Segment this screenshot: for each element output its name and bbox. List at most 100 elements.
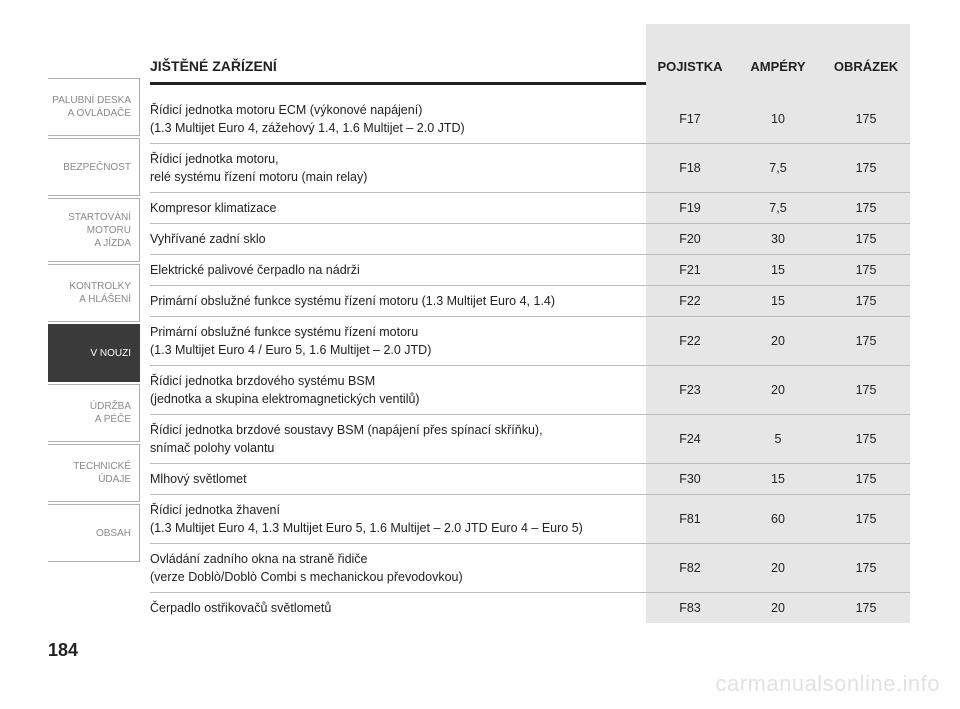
row-desc-line: Mlhový světlomet — [150, 470, 638, 488]
row-fuse: F83 — [646, 601, 734, 615]
row-amp: 20 — [734, 334, 822, 348]
row-fuse: F18 — [646, 161, 734, 175]
row-desc-line: relé systému řízení motoru (main relay) — [150, 168, 638, 186]
row-fuse: F20 — [646, 232, 734, 246]
row-desc-line: Primární obslužné funkce systému řízení … — [150, 323, 638, 341]
row-amp: 10 — [734, 112, 822, 126]
row-fig: 175 — [822, 512, 910, 526]
row-fig: 175 — [822, 334, 910, 348]
row-amp: 7,5 — [734, 201, 822, 215]
row-desc-line: (1.3 Multijet Euro 4, 1.3 Multijet Euro … — [150, 519, 638, 537]
fuse-table-wrap: JIŠTĚNÉ ZAŘÍZENÍ POJISTKA AMPÉRY OBRÁZEK… — [150, 58, 910, 623]
row-fig: 175 — [822, 601, 910, 615]
table-row: Řídicí jednotka brzdového systému BSM(je… — [150, 366, 910, 415]
section-tab-label: A OVLÁDAČE — [68, 107, 131, 120]
row-amp: 15 — [734, 294, 822, 308]
row-desc: Vyhřívané zadní sklo — [150, 230, 646, 248]
row-desc: Řídicí jednotka brzdové soustavy BSM (na… — [150, 421, 646, 457]
row-desc: Řídicí jednotka motoru ECM (výkonové nap… — [150, 101, 646, 137]
fuse-table-body: Řídicí jednotka motoru ECM (výkonové nap… — [150, 95, 910, 623]
section-tab-0[interactable]: PALUBNÍ DESKAA OVLÁDAČE — [48, 78, 140, 136]
row-desc-line: (1.3 Multijet Euro 4, zážehový 1.4, 1.6 … — [150, 119, 638, 137]
row-desc-line: (1.3 Multijet Euro 4 / Euro 5, 1.6 Multi… — [150, 341, 638, 359]
row-fig: 175 — [822, 263, 910, 277]
table-row: Vyhřívané zadní skloF2030175 — [150, 224, 910, 255]
section-tab-5[interactable]: ÚDRŽBAA PÉČE — [48, 384, 140, 442]
section-tab-6[interactable]: TECHNICKÉÚDAJE — [48, 444, 140, 502]
row-desc-line: (jednotka a skupina elektromagnetických … — [150, 390, 638, 408]
row-amp: 5 — [734, 432, 822, 446]
section-tab-label: BEZPEČNOST — [63, 161, 131, 174]
row-desc: Čerpadlo ostřikovačů světlometů — [150, 599, 646, 617]
row-fig: 175 — [822, 472, 910, 486]
section-tab-label: V NOUZI — [90, 347, 131, 360]
row-desc-line: Primární obslužné funkce systému řízení … — [150, 292, 638, 310]
row-amp: 15 — [734, 263, 822, 277]
row-fuse: F24 — [646, 432, 734, 446]
row-fig: 175 — [822, 383, 910, 397]
section-tab-1[interactable]: BEZPEČNOST — [48, 138, 140, 196]
section-tab-label: KONTROLKY — [69, 280, 131, 293]
row-desc: Řídicí jednotka motoru,relé systému říze… — [150, 150, 646, 186]
section-tab-label: A HLÁŠENÍ — [79, 293, 131, 306]
row-fuse: F21 — [646, 263, 734, 277]
row-fig: 175 — [822, 161, 910, 175]
row-amp: 20 — [734, 601, 822, 615]
row-amp: 15 — [734, 472, 822, 486]
row-amp: 60 — [734, 512, 822, 526]
section-tabs-sidebar: PALUBNÍ DESKAA OVLÁDAČE BEZPEČNOST STARTOV… — [48, 78, 140, 564]
section-tab-label: STARTOVÁNÍ — [68, 211, 131, 224]
row-desc: Ovládání zadního okna na straně řidiče(v… — [150, 550, 646, 586]
row-fuse: F22 — [646, 294, 734, 308]
section-tab-label: ÚDRŽBA — [90, 400, 131, 413]
section-tab-label: TECHNICKÉ — [73, 460, 131, 473]
row-fig: 175 — [822, 232, 910, 246]
section-tab-label: ÚDAJE — [98, 473, 131, 486]
row-fig: 175 — [822, 561, 910, 575]
row-desc-line: (verze Doblò/Doblò Combi s mechanickou p… — [150, 568, 638, 586]
table-row: Primární obslužné funkce systému řízení … — [150, 286, 910, 317]
row-desc-line: Kompresor klimatizace — [150, 199, 638, 217]
table-row: Čerpadlo ostřikovačů světlometů F8320175 — [150, 593, 910, 623]
row-desc-line: Čerpadlo ostřikovačů světlometů — [150, 599, 638, 617]
row-fig: 175 — [822, 201, 910, 215]
section-tab-label: MOTORU — [87, 224, 131, 237]
row-desc: Řídicí jednotka brzdového systému BSM(je… — [150, 372, 646, 408]
table-row: Primární obslužné funkce systému řízení … — [150, 317, 910, 366]
table-row: Řídicí jednotka brzdové soustavy BSM (na… — [150, 415, 910, 464]
header-desc: JIŠTĚNÉ ZAŘÍZENÍ — [150, 58, 646, 74]
table-row: Řídicí jednotka motoru,relé systému říze… — [150, 144, 910, 193]
row-desc-line: Vyhřívané zadní sklo — [150, 230, 638, 248]
row-amp: 7,5 — [734, 161, 822, 175]
row-desc: Řídicí jednotka žhavení(1.3 Multijet Eur… — [150, 501, 646, 537]
row-desc-line: Elektrické palivové čerpadlo na nádrži — [150, 261, 638, 279]
section-tab-4[interactable]: V NOUZI — [48, 324, 140, 382]
row-desc-line: Řídicí jednotka žhavení — [150, 501, 638, 519]
row-fuse: F81 — [646, 512, 734, 526]
row-desc: Elektrické palivové čerpadlo na nádrži — [150, 261, 646, 279]
section-tab-7[interactable]: OBSAH — [48, 504, 140, 562]
row-desc-line: Řídicí jednotka motoru, — [150, 150, 638, 168]
page-number: 184 — [48, 640, 78, 661]
section-tab-2[interactable]: STARTOVÁNÍMOTORUA JÍZDA — [48, 198, 140, 262]
row-desc: Primární obslužné funkce systému řízení … — [150, 323, 646, 359]
header-fig: OBRÁZEK — [822, 59, 910, 74]
header-fuse: POJISTKA — [646, 59, 734, 74]
table-row: Mlhový světlomet F3015175 — [150, 464, 910, 495]
row-desc-line: Řídicí jednotka brzdové soustavy BSM (na… — [150, 421, 638, 439]
section-tab-label: PALUBNÍ DESKA — [52, 94, 131, 107]
row-desc-line: Řídicí jednotka brzdového systému BSM — [150, 372, 638, 390]
section-tab-3[interactable]: KONTROLKYA HLÁŠENÍ — [48, 264, 140, 322]
watermark: carmanualsonline.info — [715, 671, 940, 697]
row-fuse: F19 — [646, 201, 734, 215]
row-fuse: F17 — [646, 112, 734, 126]
row-fig: 175 — [822, 432, 910, 446]
table-row: Řídicí jednotka žhavení(1.3 Multijet Eur… — [150, 495, 910, 544]
row-desc: Mlhový světlomet — [150, 470, 646, 488]
section-tab-label: OBSAH — [96, 527, 131, 540]
row-amp: 20 — [734, 383, 822, 397]
row-desc-line: Řídicí jednotka motoru ECM (výkonové nap… — [150, 101, 638, 119]
row-fuse: F30 — [646, 472, 734, 486]
row-amp: 20 — [734, 561, 822, 575]
row-desc: Primární obslužné funkce systému řízení … — [150, 292, 646, 310]
